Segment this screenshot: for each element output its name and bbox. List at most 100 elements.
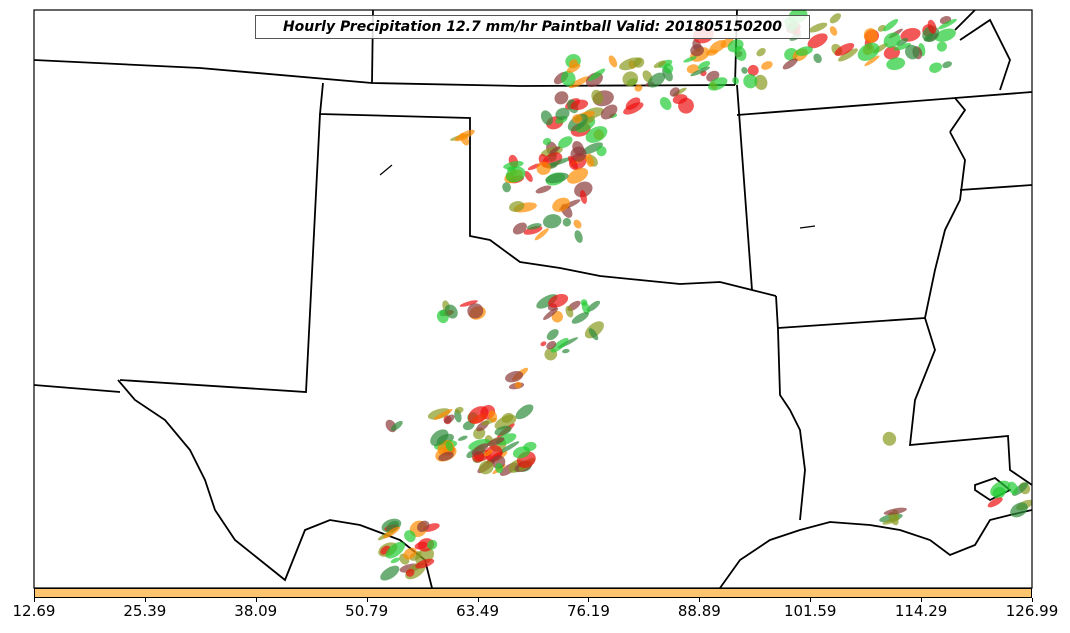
precip-blob xyxy=(459,132,470,146)
precip-blob xyxy=(499,441,520,454)
ky-boundary xyxy=(954,91,1032,99)
precip-blob xyxy=(619,57,642,71)
precip-blob xyxy=(936,41,947,52)
precip-blob xyxy=(494,414,517,430)
tx-la-boundary xyxy=(775,295,806,521)
precip-blob xyxy=(663,63,674,74)
precip-blob xyxy=(683,56,697,63)
precip-blob xyxy=(743,74,758,89)
precip-blob xyxy=(838,48,858,62)
precip-blob xyxy=(990,480,1011,497)
precip-blob xyxy=(574,181,593,198)
precip-blob xyxy=(690,66,711,77)
precip-blob xyxy=(515,404,534,420)
colorbar-tick-label: 12.69 xyxy=(12,602,56,620)
colorbar-tick-label: 50.79 xyxy=(345,602,389,620)
precip-blob xyxy=(659,97,672,110)
ok-ar-boundary xyxy=(736,84,753,291)
precip-blob xyxy=(549,146,561,154)
colorbar-tick-label: 25.39 xyxy=(123,602,167,620)
precip-blob xyxy=(720,37,734,48)
precip-blob xyxy=(385,541,406,559)
precip-blob xyxy=(438,451,454,462)
precip-blob xyxy=(568,76,590,89)
precip-blob xyxy=(923,33,934,42)
precip-blob xyxy=(390,420,403,431)
precip-blob xyxy=(433,409,453,420)
precip-blob xyxy=(566,63,581,73)
precip-blob xyxy=(747,64,759,76)
colorbar-tick-label: 114.29 xyxy=(894,602,948,620)
precip-blob xyxy=(405,568,415,577)
precip-blob xyxy=(896,37,908,47)
precip-blob xyxy=(571,312,589,324)
precip-blob xyxy=(483,449,493,457)
precip-blob xyxy=(882,431,897,446)
precip-blob xyxy=(467,303,484,319)
precip-blob xyxy=(542,214,562,229)
precip-blob xyxy=(584,321,604,339)
precip-blob xyxy=(459,300,478,307)
precip-blob xyxy=(570,99,589,111)
precip-blob xyxy=(495,462,504,474)
precip-blob xyxy=(647,72,666,88)
precip-blob xyxy=(942,61,953,69)
precip-blob xyxy=(573,219,582,229)
precip-blob xyxy=(586,300,601,312)
precip-blob xyxy=(542,137,552,146)
precip-blob xyxy=(554,91,569,105)
precip-blob xyxy=(585,126,608,143)
precip-blob xyxy=(457,435,468,441)
precip-blob xyxy=(570,146,587,162)
precip-blob xyxy=(893,43,912,51)
precip-blob xyxy=(690,44,704,57)
precip-blob xyxy=(512,446,531,459)
precip-blob xyxy=(494,425,512,436)
precip-blob xyxy=(543,307,559,321)
precip-blob xyxy=(863,28,878,43)
colorbar-tick xyxy=(810,598,812,602)
precip-blob xyxy=(883,32,901,48)
precip-blob xyxy=(623,102,644,115)
colorbar-tick xyxy=(699,598,701,602)
colorbar-tick-label: 38.09 xyxy=(234,602,278,620)
colorbar-ticks: 12.69 25.39 38.09 50.79 63.49 76.19 88.89 101.5… xyxy=(0,598,1070,628)
precip-blob xyxy=(427,539,438,550)
precip-blob xyxy=(505,166,526,183)
precip-blob xyxy=(540,110,553,126)
precip-blob xyxy=(444,304,458,319)
precip-blob xyxy=(445,441,453,452)
precip-blob xyxy=(562,348,570,354)
colorbar-tick xyxy=(588,598,590,602)
precip-blob xyxy=(864,55,880,67)
precip-blob xyxy=(471,443,489,456)
precip-blob xyxy=(427,408,451,420)
precip-blob xyxy=(669,87,680,97)
lake-marker-2 xyxy=(799,225,816,229)
precip-blob xyxy=(600,104,618,120)
precip-blob xyxy=(938,18,957,30)
precip-blob xyxy=(795,46,813,56)
precip-blob xyxy=(512,222,527,235)
colorbar-tick-label: 126.99 xyxy=(1005,602,1059,620)
precip-blob xyxy=(454,406,464,414)
precip-blob xyxy=(929,62,943,73)
precip-blob xyxy=(782,58,798,70)
precip-blob xyxy=(808,22,828,33)
precip-blob xyxy=(415,558,435,569)
precip-blob xyxy=(857,42,880,61)
precip-blob xyxy=(444,414,455,424)
precip-blob xyxy=(404,530,416,543)
precip-blob xyxy=(708,77,728,91)
precip-blob xyxy=(527,163,541,171)
precip-blob xyxy=(383,526,400,539)
precip-blob xyxy=(430,429,449,447)
colorbar-tick xyxy=(1032,598,1033,602)
precip-blob xyxy=(904,44,920,60)
precip-blob xyxy=(697,60,711,70)
mo-ar-boundary xyxy=(736,97,967,133)
precip-blob xyxy=(987,497,1003,508)
precip-blob xyxy=(588,68,606,82)
precip-blob xyxy=(526,223,542,230)
